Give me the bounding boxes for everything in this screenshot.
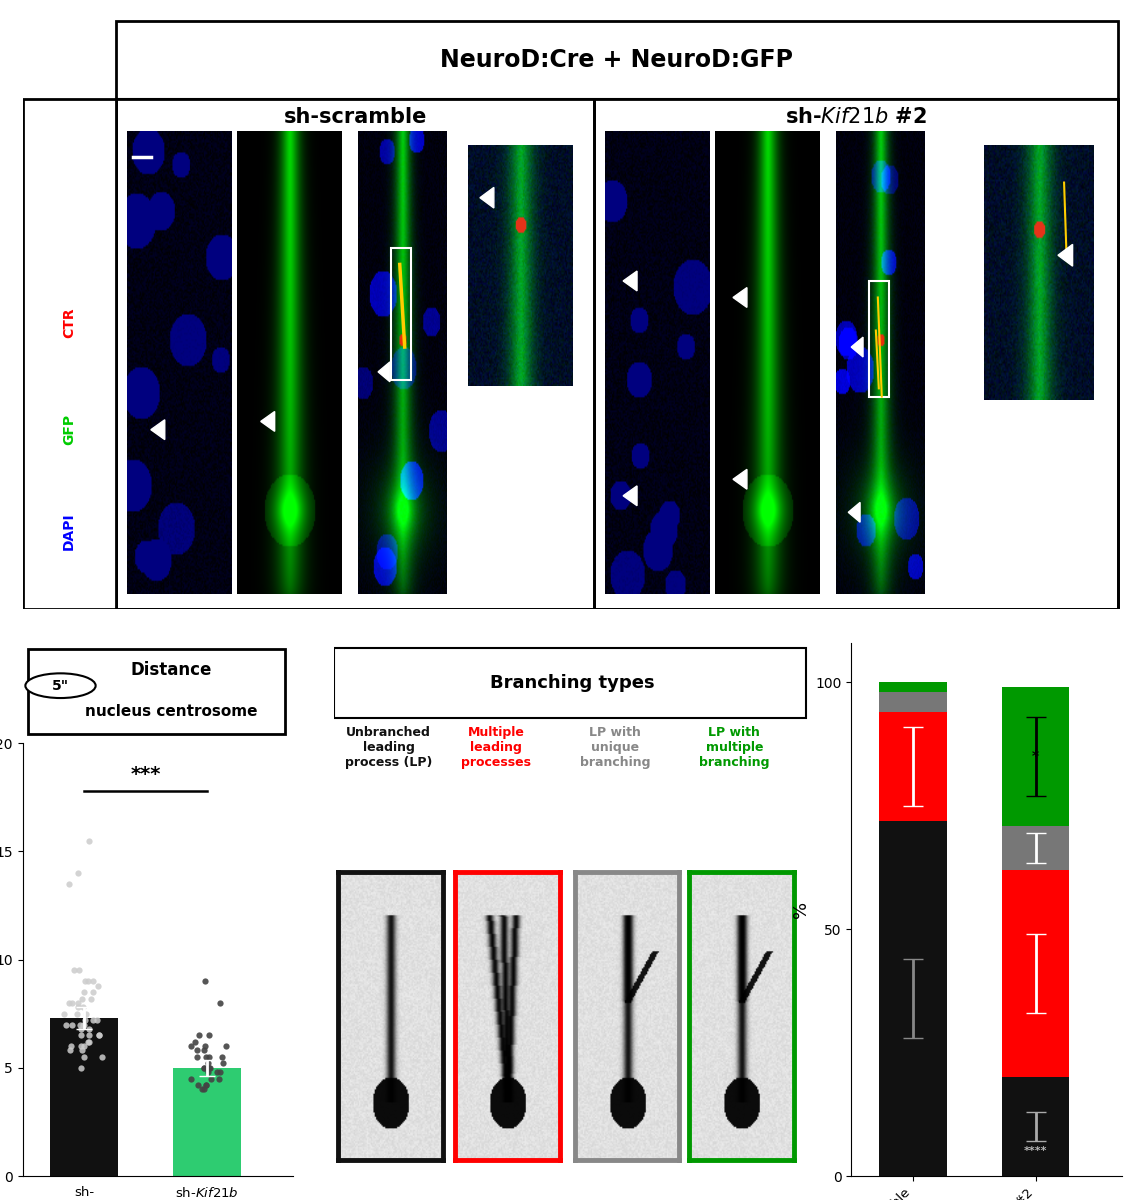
Text: Unbranched
leading
process (LP): Unbranched leading process (LP)	[344, 726, 432, 768]
Text: GFP: GFP	[62, 414, 76, 445]
Polygon shape	[151, 420, 164, 439]
Text: ****: ****	[1024, 1146, 1047, 1157]
Bar	[1002, 1078, 1070, 1176]
Polygon shape	[480, 187, 494, 208]
Text: DAPI: DAPI	[62, 512, 76, 551]
Text: CTR: CTR	[62, 307, 76, 337]
Circle shape	[25, 673, 95, 698]
FancyBboxPatch shape	[333, 648, 806, 718]
Bar	[879, 821, 946, 1176]
Text: *: *	[1032, 750, 1039, 763]
Polygon shape	[1058, 245, 1073, 266]
Bar	[1002, 870, 1070, 1078]
Bar	[173, 1068, 240, 1176]
Bar	[879, 683, 946, 692]
Bar	[879, 692, 946, 712]
Text: ***: ***	[130, 766, 161, 785]
Text: sh-scramble: sh-scramble	[284, 107, 427, 127]
Bar	[50, 1018, 118, 1176]
Text: sh-$\it{Kif21b}$ #2: sh-$\it{Kif21b}$ #2	[785, 107, 927, 127]
Polygon shape	[623, 486, 637, 505]
Bar	[594, 98, 1118, 610]
Bar	[1002, 688, 1070, 826]
Bar	[1002, 826, 1070, 870]
Polygon shape	[849, 503, 860, 522]
Polygon shape	[733, 469, 747, 490]
Bar	[879, 712, 946, 821]
Text: Branching types: Branching types	[489, 674, 655, 692]
Text: LP with
unique
branching: LP with unique branching	[580, 726, 650, 768]
Y-axis label: %: %	[792, 901, 810, 918]
Bar	[869, 281, 888, 397]
Bar	[23, 98, 116, 610]
Bar	[116, 98, 594, 610]
Text: nucleus centrosome: nucleus centrosome	[85, 704, 257, 719]
FancyBboxPatch shape	[28, 649, 284, 734]
Text: Distance: Distance	[130, 660, 212, 678]
Text: Multiple
leading
processes: Multiple leading processes	[461, 726, 531, 768]
Text: NeuroD:Cre + NeuroD:GFP: NeuroD:Cre + NeuroD:GFP	[440, 48, 793, 72]
Polygon shape	[261, 412, 274, 431]
Polygon shape	[733, 288, 747, 307]
Polygon shape	[851, 337, 863, 356]
Text: 5": 5"	[52, 679, 69, 692]
Polygon shape	[623, 271, 637, 290]
Polygon shape	[378, 362, 390, 382]
Text: LP with
multiple
branching: LP with multiple branching	[699, 726, 769, 768]
Bar	[391, 248, 410, 380]
